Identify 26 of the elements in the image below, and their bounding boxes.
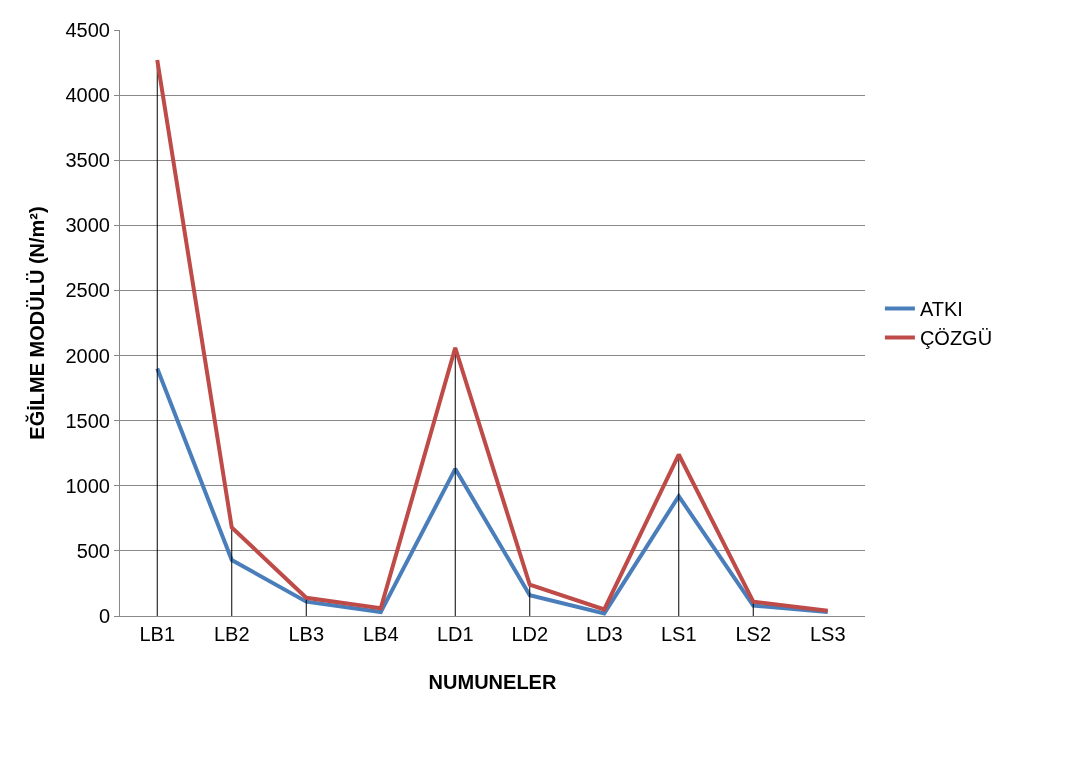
y-tick-label: 3500 [65,149,110,172]
y-tick-label: 500 [76,539,110,562]
y-tick-label: 3000 [65,214,110,237]
y-axis-title: EĞİLME MODÜLÜ (N/m²) [25,206,48,440]
x-tick-label: LS1 [660,623,697,645]
x-tick-label: LD3 [585,623,623,645]
y-tick-label: 2000 [65,344,110,367]
x-tick-label: LS3 [809,623,846,645]
x-tick-label: LB2 [213,623,250,645]
y-tick-label: 0 [98,605,110,627]
y-tick-label: 4000 [65,84,110,107]
x-tick-label: LB1 [139,623,176,645]
line-series [155,57,830,613]
line-series [155,366,830,616]
y-tick-label: 2500 [65,279,110,302]
y-tick-label: 1000 [65,474,110,497]
x-tick-label: LD2 [511,623,549,645]
x-tick-label: LS2 [735,623,772,645]
y-tick-label: 1500 [65,409,110,432]
x-tick-label: LD1 [436,623,474,645]
x-axis-title: NUMUNELER [428,670,557,693]
x-tick-label: LB4 [362,623,399,645]
legend-label: ÇÖZGÜ [919,327,993,350]
y-tick-label: 4500 [65,19,110,41]
legend-label: ATKI [919,298,963,321]
x-tick-label: LB3 [288,623,325,645]
